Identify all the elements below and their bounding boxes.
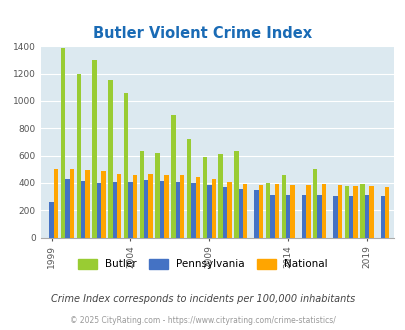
Bar bbox=[321, 184, 326, 238]
Bar bbox=[124, 93, 128, 238]
Bar bbox=[148, 174, 153, 238]
Text: © 2025 CityRating.com - https://www.cityrating.com/crime-statistics/: © 2025 CityRating.com - https://www.city… bbox=[70, 316, 335, 325]
Bar bbox=[265, 183, 270, 238]
Bar bbox=[85, 170, 90, 238]
Bar bbox=[191, 183, 195, 238]
Bar bbox=[238, 189, 243, 238]
Text: Butler Violent Crime Index: Butler Violent Crime Index bbox=[93, 25, 312, 41]
Bar bbox=[69, 169, 74, 238]
Bar bbox=[175, 182, 179, 238]
Bar bbox=[65, 180, 69, 238]
Bar bbox=[112, 182, 117, 238]
Bar bbox=[139, 151, 144, 238]
Bar bbox=[132, 176, 137, 238]
Bar bbox=[61, 48, 65, 238]
Bar bbox=[312, 169, 317, 238]
Bar bbox=[258, 185, 262, 238]
Bar bbox=[164, 175, 168, 238]
Bar bbox=[81, 181, 85, 238]
Bar bbox=[160, 181, 164, 238]
Bar bbox=[254, 190, 258, 238]
Bar bbox=[368, 186, 373, 238]
Bar bbox=[144, 180, 148, 238]
Bar bbox=[348, 196, 353, 238]
Bar bbox=[202, 157, 207, 238]
Bar bbox=[155, 153, 160, 238]
Bar bbox=[281, 176, 285, 238]
Bar bbox=[108, 80, 112, 238]
Bar bbox=[285, 194, 290, 238]
Bar bbox=[344, 186, 348, 238]
Bar bbox=[270, 194, 274, 238]
Bar bbox=[337, 185, 341, 238]
Bar bbox=[243, 184, 247, 238]
Bar bbox=[117, 174, 121, 238]
Bar bbox=[101, 171, 105, 238]
Legend: Butler, Pennsylvania, National: Butler, Pennsylvania, National bbox=[74, 255, 331, 274]
Bar bbox=[186, 139, 191, 238]
Bar bbox=[379, 196, 384, 238]
Bar bbox=[290, 185, 294, 238]
Bar bbox=[227, 182, 231, 238]
Bar bbox=[364, 195, 368, 238]
Bar bbox=[96, 183, 101, 238]
Text: Crime Index corresponds to incidents per 100,000 inhabitants: Crime Index corresponds to incidents per… bbox=[51, 294, 354, 304]
Bar bbox=[317, 195, 321, 238]
Bar bbox=[49, 202, 54, 238]
Bar bbox=[360, 184, 364, 238]
Bar bbox=[92, 60, 96, 238]
Bar bbox=[179, 176, 184, 238]
Bar bbox=[222, 187, 227, 238]
Bar bbox=[54, 169, 58, 238]
Bar bbox=[211, 179, 215, 238]
Bar bbox=[305, 185, 310, 238]
Bar bbox=[234, 151, 238, 238]
Bar bbox=[301, 195, 305, 238]
Bar bbox=[128, 182, 132, 238]
Bar bbox=[77, 74, 81, 238]
Bar bbox=[384, 187, 388, 238]
Bar bbox=[274, 183, 278, 238]
Bar bbox=[195, 178, 200, 238]
Bar bbox=[171, 115, 175, 238]
Bar bbox=[218, 154, 222, 238]
Bar bbox=[353, 186, 357, 238]
Bar bbox=[207, 185, 211, 238]
Bar bbox=[333, 196, 337, 238]
